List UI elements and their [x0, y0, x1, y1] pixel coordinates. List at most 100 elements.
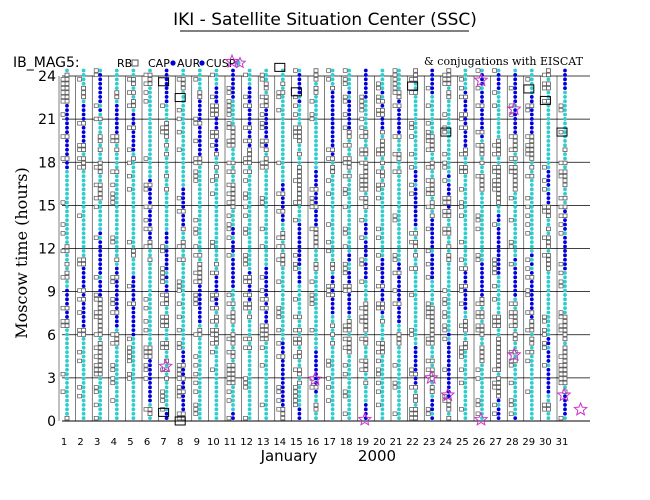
rb-point — [293, 94, 298, 100]
rb-point — [363, 178, 369, 183]
rb-point — [496, 165, 502, 170]
cusp-point — [164, 271, 169, 275]
cusp-point — [413, 275, 418, 280]
cusp-point — [65, 381, 69, 385]
cusp-point — [148, 266, 152, 271]
cusp-point — [148, 332, 152, 337]
rb-point — [230, 134, 236, 139]
rb-point — [379, 99, 385, 104]
cusp-point — [563, 306, 567, 311]
cusp-point — [330, 363, 335, 368]
aur-point — [563, 77, 567, 82]
cusp-point — [463, 200, 468, 205]
rb-point — [197, 90, 203, 95]
rb-point — [342, 371, 348, 377]
rb-point — [230, 204, 236, 210]
rb-point — [392, 77, 398, 82]
rb-point — [425, 178, 431, 183]
rb-point — [77, 358, 82, 364]
rb-point — [230, 363, 236, 368]
rb-point — [276, 90, 282, 95]
aur-point — [114, 266, 119, 271]
cusp-point — [98, 125, 103, 130]
rb-point — [280, 261, 286, 267]
rb-point — [60, 319, 66, 324]
cusp-point — [413, 183, 418, 187]
rb-point — [210, 178, 215, 183]
cusp-point — [380, 187, 385, 192]
cusp-point — [363, 350, 368, 355]
cusp-point — [546, 117, 551, 121]
aur-point — [363, 90, 368, 95]
cusp-point — [98, 275, 103, 280]
cusp-point — [363, 297, 368, 302]
aur-point — [314, 354, 318, 359]
day-column-4 — [108, 68, 120, 421]
rb-point — [326, 376, 331, 381]
aur-point — [231, 275, 235, 280]
cusp-point — [363, 112, 368, 117]
aur-point — [314, 359, 318, 363]
cusp-point — [314, 394, 318, 399]
cusp-point — [181, 117, 186, 121]
rb-point — [462, 112, 468, 117]
rb-point — [230, 371, 236, 377]
rb-point — [127, 354, 132, 359]
rb-point — [413, 266, 419, 271]
rb-point — [442, 112, 448, 117]
cusp-point — [247, 350, 252, 355]
conjugation-star — [473, 72, 489, 87]
cusp-point — [264, 411, 269, 416]
cusp-point — [347, 394, 352, 399]
aur-point — [413, 213, 418, 218]
rb-point — [160, 129, 165, 135]
cusp-point — [363, 293, 368, 297]
rb-point — [276, 235, 282, 240]
cusp-point — [513, 328, 518, 333]
cusp-point — [114, 174, 119, 179]
cusp-point — [430, 174, 435, 179]
rb-point — [462, 341, 468, 346]
aur-point — [197, 310, 202, 315]
cusp-point — [164, 218, 169, 223]
x-tick-label-22: 22 — [406, 437, 419, 448]
rb-point — [193, 363, 199, 368]
cusp-point — [446, 178, 451, 183]
rb-point — [475, 68, 481, 73]
cusp-point — [546, 161, 551, 165]
rb-point — [193, 160, 199, 166]
rb-point — [247, 345, 253, 350]
y-tick-label-6: 6 — [47, 328, 56, 344]
rb-point — [210, 305, 215, 311]
rb-point — [359, 187, 365, 192]
aur-point — [463, 134, 468, 139]
aur-point — [347, 112, 352, 117]
rb-point — [130, 90, 136, 95]
rb-point — [293, 112, 298, 117]
rb-point — [60, 81, 66, 86]
cusp-point — [513, 240, 518, 245]
cusp-point — [264, 178, 269, 183]
cusp-point — [347, 205, 352, 209]
cusp-point — [81, 337, 86, 341]
cusp-point — [247, 376, 252, 381]
rb-point — [110, 279, 116, 284]
rb-point — [164, 187, 170, 192]
cusp-point — [197, 244, 202, 249]
day-column-27 — [490, 68, 502, 421]
cusp-point — [314, 95, 318, 99]
rb-point — [363, 380, 369, 386]
cusp-point — [397, 345, 401, 350]
cusp-point — [114, 73, 119, 77]
cusp-point — [231, 293, 235, 297]
x-tick-label-29: 29 — [522, 437, 535, 448]
cusp-point — [529, 403, 534, 407]
cusp-point — [297, 394, 302, 399]
cusp-point — [380, 372, 385, 377]
rb-point — [492, 165, 497, 170]
cusp-point — [264, 90, 269, 95]
aur-point — [397, 297, 401, 302]
cusp-point — [413, 125, 418, 130]
cusp-point — [380, 367, 385, 372]
rb-point — [160, 398, 165, 403]
